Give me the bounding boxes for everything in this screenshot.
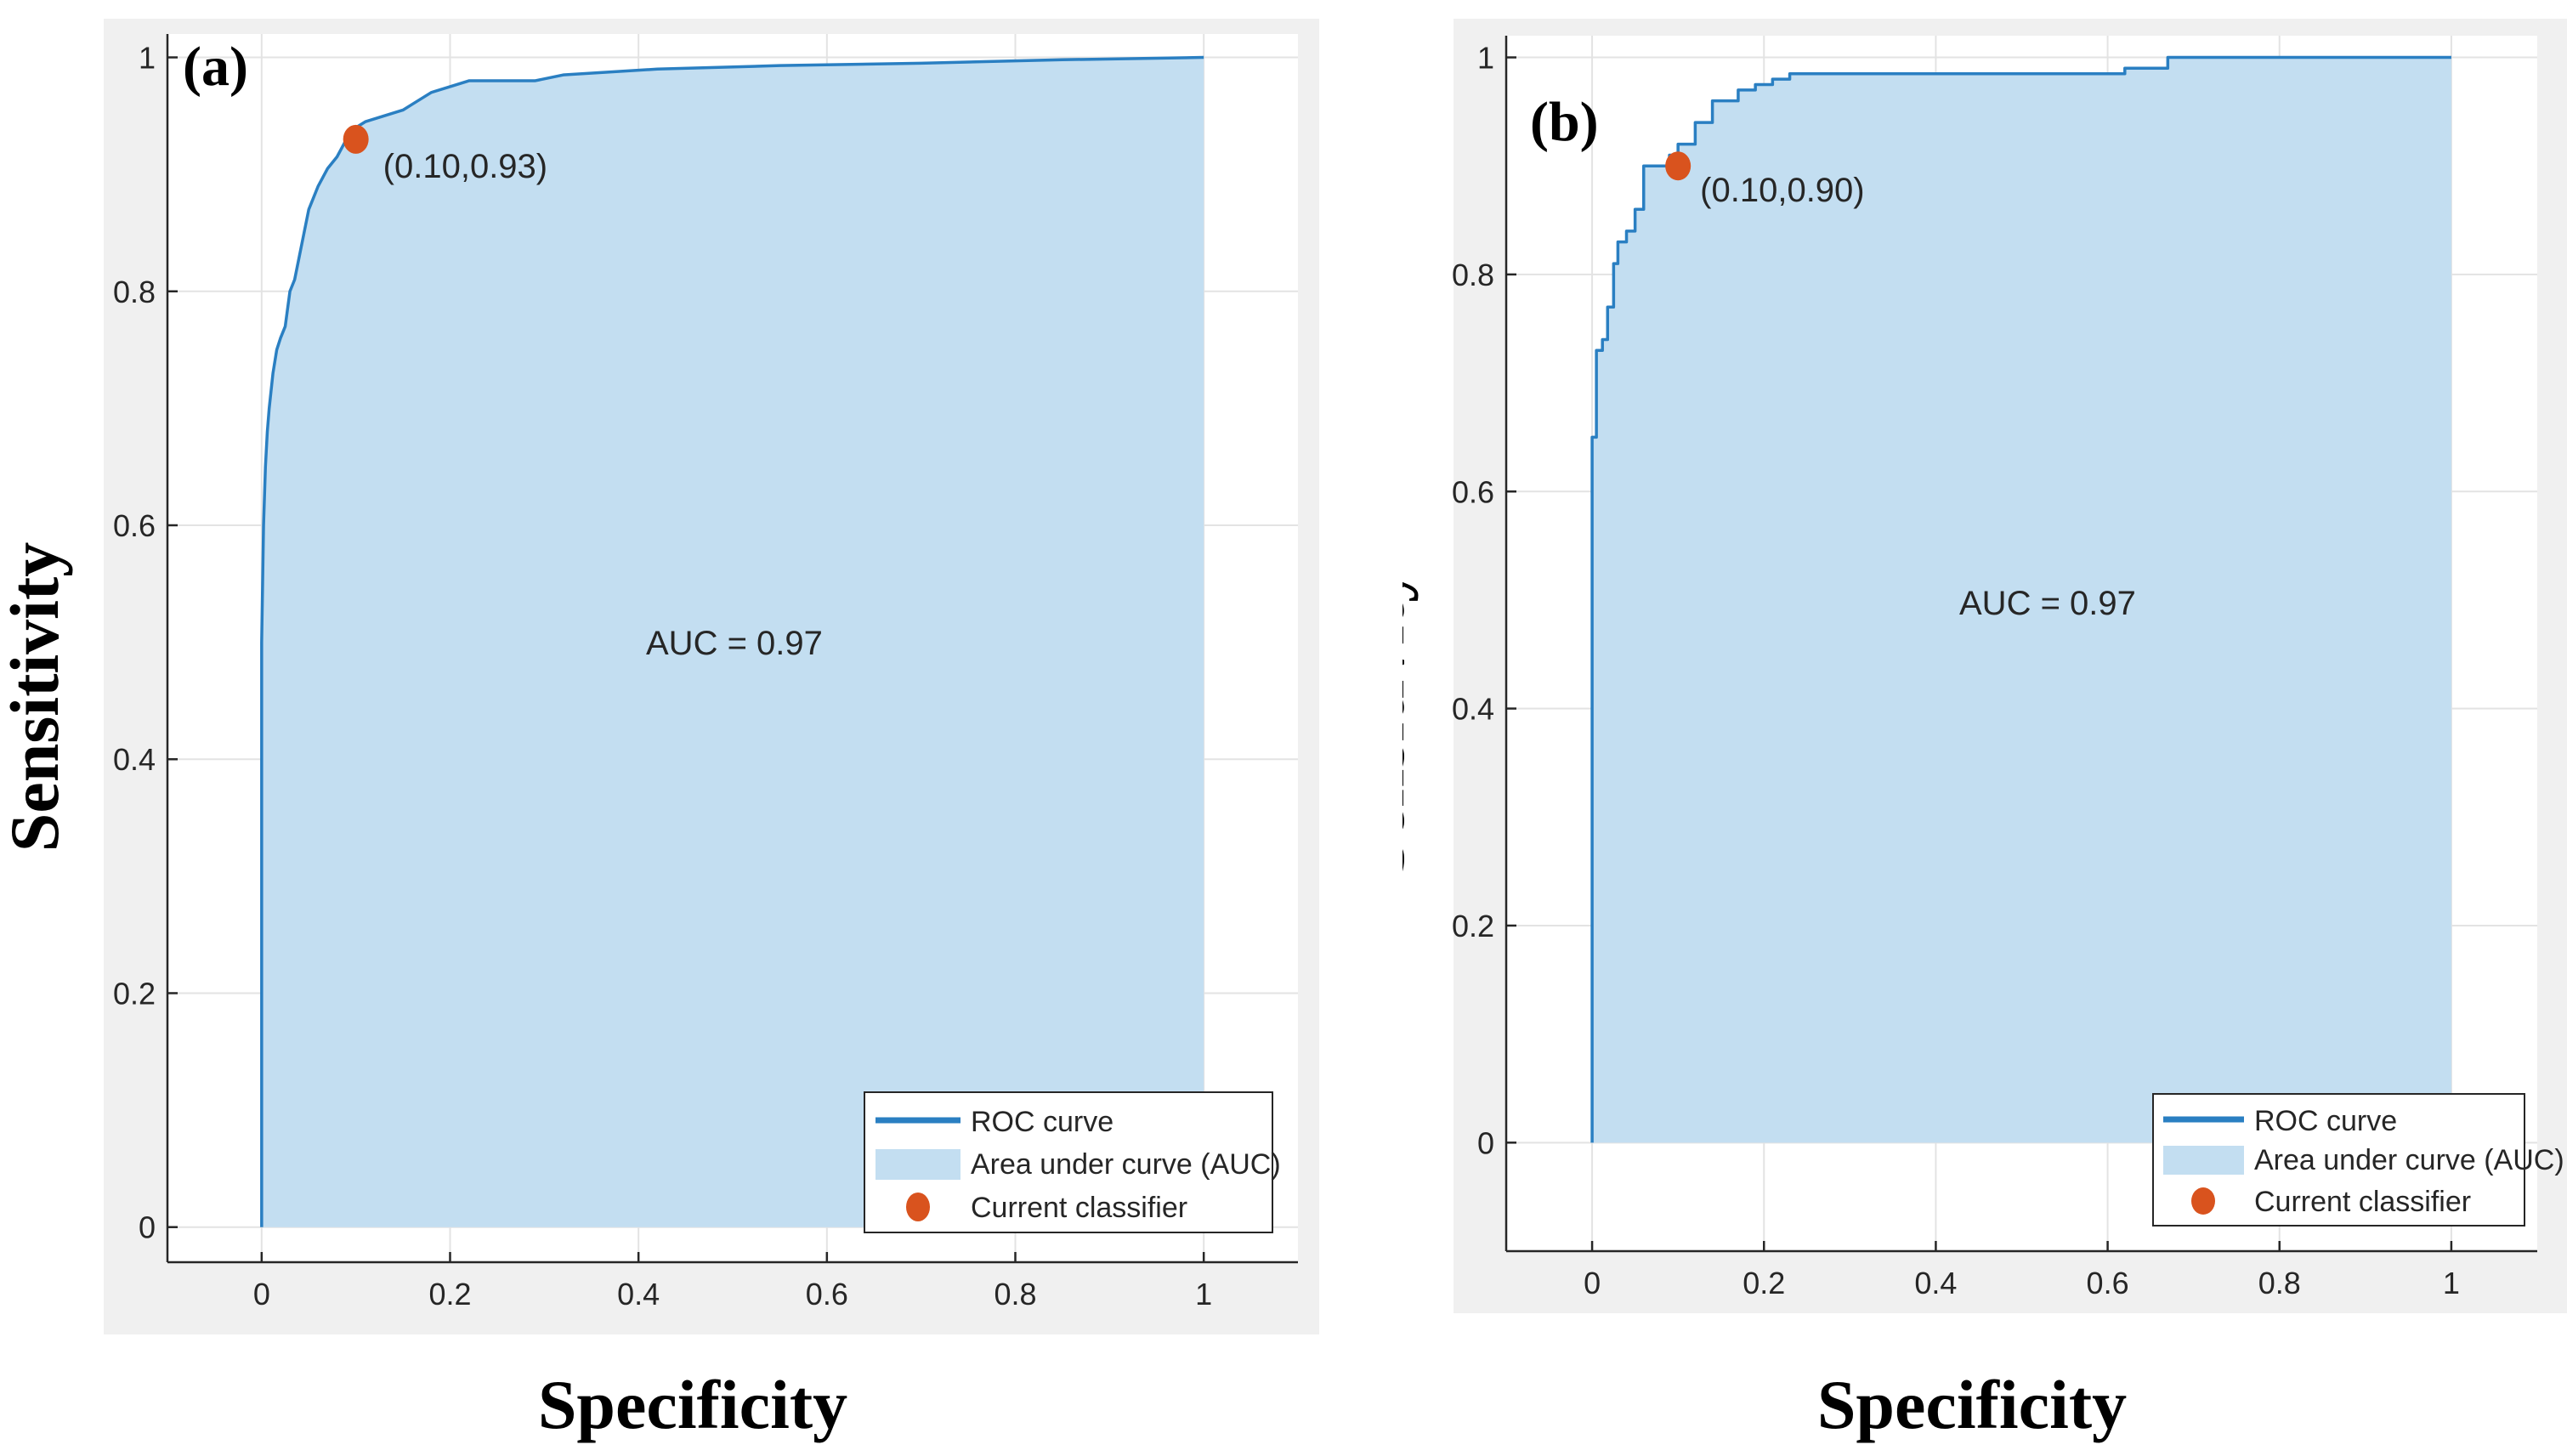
x-tick-label: 0.4: [617, 1277, 660, 1312]
y-axis-title: Sensitivity: [1402, 568, 1419, 877]
x-tick-label: 0.2: [428, 1277, 471, 1312]
y-tick-label: 0.8: [113, 275, 156, 309]
x-tick-label: 0.8: [994, 1277, 1036, 1312]
axes: [166, 34, 1298, 1264]
classifier-annotation: (0.10,0.90): [1700, 172, 1864, 209]
legend-entry-classifier: Current classifier: [2254, 1186, 2471, 1218]
auc-area: [261, 57, 1204, 1227]
classifier-layer: [1665, 151, 1692, 181]
legend-entry-roc: ROC curve: [971, 1106, 1114, 1138]
x-tick-label: 0.8: [2258, 1266, 2301, 1300]
y-ticks: 0 0.2 0.4 0.6 0.8 1: [1452, 41, 1516, 1160]
classifier-layer: [343, 124, 369, 154]
y-ticks: 0 0.2 0.4 0.6 0.8 1: [113, 41, 178, 1245]
y-tick-label: 0.6: [113, 508, 156, 543]
legend: ROC curve Area under curve (AUC) Current…: [864, 1091, 1281, 1233]
legend: ROC curve Area under curve (AUC) Current…: [2152, 1093, 2564, 1227]
y-tick-label: 0: [139, 1210, 156, 1245]
legend-entry-auc: Area under curve (AUC): [971, 1148, 1281, 1181]
legend-auc-swatch: [2163, 1146, 2244, 1175]
auc-annotation: AUC = 0.97: [646, 625, 823, 662]
legend-classifier-swatch: [906, 1193, 930, 1221]
y-tick-label: 1: [1477, 41, 1494, 76]
x-axis-title: Specificity: [1817, 1366, 2127, 1443]
x-axis-title: Specificity: [538, 1366, 847, 1443]
auc-area-layer: [1592, 57, 2451, 1143]
auc-area-layer: [261, 57, 1204, 1227]
legend-auc-swatch: [876, 1149, 960, 1180]
x-tick-label: 0.6: [2087, 1266, 2129, 1300]
roc-curve-layer: [260, 55, 1204, 1227]
classifier-point: [1665, 151, 1692, 181]
x-tick-label: 1: [2443, 1266, 2460, 1300]
x-tick-label: 0.2: [1742, 1266, 1785, 1300]
x-tick-label: 0.4: [1914, 1266, 1957, 1300]
y-tick-label: 0.4: [113, 742, 156, 777]
panel-label: (b): [1530, 91, 1599, 153]
y-tick-label: 0.4: [1452, 692, 1494, 727]
roc-chart-b: 0 0.2 0.4 0.6 0.8 1 0 0.2 0.4 0.6 0.8 1 (b) AUC = …: [1402, 19, 2567, 1443]
roc-curve: [260, 55, 1204, 1227]
x-tick-label: 0.6: [806, 1277, 848, 1312]
x-tick-label: 0: [1584, 1266, 1601, 1300]
classifier-annotation: (0.10,0.93): [383, 148, 547, 185]
legend-classifier-swatch: [2191, 1187, 2215, 1215]
legend-entry-auc: Area under curve (AUC): [2254, 1144, 2564, 1176]
y-tick-label: 0.2: [1452, 909, 1494, 943]
classifier-point: [343, 124, 369, 154]
x-tick-label: 0: [253, 1277, 270, 1312]
y-tick-label: 0.2: [113, 976, 156, 1011]
axes: [1504, 36, 2537, 1253]
panel-label: (a): [183, 36, 248, 98]
y-tick-label: 0: [1477, 1125, 1494, 1160]
legend-entry-classifier: Current classifier: [971, 1192, 1187, 1224]
x-tick-label: 1: [1195, 1277, 1212, 1312]
y-tick-label: 0.6: [1452, 474, 1494, 509]
y-axis-title: Sensitivity: [0, 542, 73, 852]
y-tick-label: 0.8: [1452, 258, 1494, 292]
x-ticks: 0 0.2 0.4 0.6 0.8 1: [253, 1252, 1212, 1312]
y-tick-label: 1: [139, 41, 156, 76]
auc-area: [1592, 57, 2451, 1143]
auc-annotation: AUC = 0.97: [1959, 585, 2136, 622]
legend-entry-roc: ROC curve: [2254, 1105, 2397, 1137]
roc-chart-a: 0 0.2 0.4 0.6 0.8 1 0 0.2 0.4 0.6 0.8 1 (a) AUC = …: [0, 19, 1319, 1443]
x-ticks: 0 0.2 0.4 0.6 0.8 1: [1584, 1241, 2460, 1300]
